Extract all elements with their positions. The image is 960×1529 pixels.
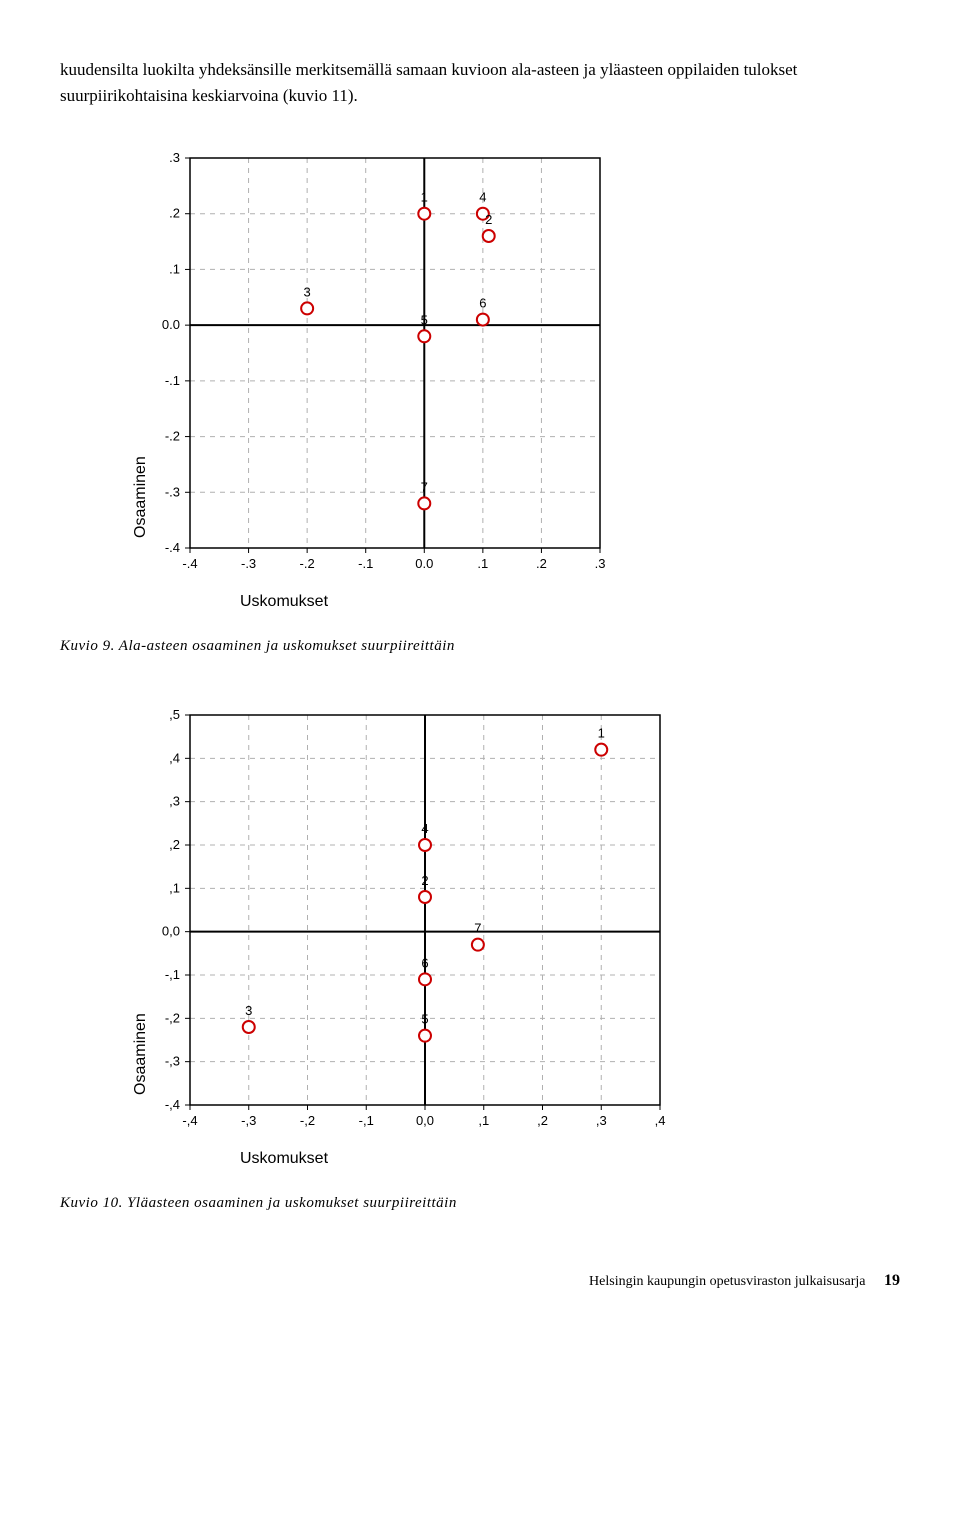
- svg-text:7: 7: [474, 921, 481, 936]
- intro-paragraph: kuudensilta luokilta yhdeksänsille merki…: [60, 57, 900, 108]
- svg-text:5: 5: [421, 312, 428, 327]
- svg-text:Uskomukset: Uskomukset: [240, 1150, 329, 1167]
- chart-2-container: -,4 -,3 -,2 -,1 0,0 ,1 ,2 ,3 ,4 -,4 -,3 -,2 -,1 0,0 ,1…: [120, 695, 900, 1180]
- svg-text:4: 4: [421, 821, 428, 836]
- chart-2: -,4 -,3 -,2 -,1 0,0 ,1 ,2 ,3 ,4 -,4 -,3 -,2 -,1 0,0 ,1…: [120, 695, 680, 1175]
- page-number: 19: [884, 1272, 900, 1289]
- svg-text:-.3: -.3: [241, 556, 256, 571]
- svg-text:,1: ,1: [478, 1113, 489, 1128]
- svg-text:-.2: -.2: [165, 429, 180, 444]
- svg-text:,5: ,5: [169, 707, 180, 722]
- svg-text:,4: ,4: [169, 750, 180, 765]
- svg-text:,2: ,2: [537, 1113, 548, 1128]
- svg-text:-,4: -,4: [165, 1097, 180, 1112]
- svg-text:-,4: -,4: [182, 1113, 197, 1128]
- svg-text:-.1: -.1: [165, 373, 180, 388]
- svg-text:Osaaminen: Osaaminen: [132, 1013, 149, 1095]
- svg-text:.2: .2: [169, 206, 180, 221]
- svg-text:1: 1: [421, 190, 428, 205]
- svg-text:,1: ,1: [169, 880, 180, 895]
- chart-1: -.4 -.3 -.2 -.1 0.0 .1 .2 .3 -.4 -.3 -.2 -.1 0.0 .1 .2…: [120, 138, 620, 618]
- svg-text:0.0: 0.0: [162, 317, 180, 332]
- svg-text:-,3: -,3: [165, 1054, 180, 1069]
- svg-text:,3: ,3: [596, 1113, 607, 1128]
- svg-text:.3: .3: [169, 150, 180, 165]
- svg-text:4: 4: [479, 190, 486, 205]
- svg-text:,4: ,4: [655, 1113, 666, 1128]
- svg-text:-,1: -,1: [359, 1113, 374, 1128]
- svg-text:-,1: -,1: [165, 967, 180, 982]
- svg-text:-,3: -,3: [241, 1113, 256, 1128]
- svg-text:,3: ,3: [169, 794, 180, 809]
- svg-text:0.0: 0.0: [415, 556, 433, 571]
- svg-text:2: 2: [421, 873, 428, 888]
- svg-text:.1: .1: [477, 556, 488, 571]
- svg-text:3: 3: [304, 284, 311, 299]
- svg-text:-.4: -.4: [165, 540, 180, 555]
- svg-text:.3: .3: [595, 556, 606, 571]
- svg-text:Uskomukset: Uskomukset: [240, 593, 329, 610]
- svg-text:.1: .1: [169, 261, 180, 276]
- svg-text:-.1: -.1: [358, 556, 373, 571]
- footer-text: Helsingin kaupungin opetusviraston julka…: [589, 1274, 865, 1289]
- svg-text:Osaaminen: Osaaminen: [132, 456, 149, 538]
- svg-text:1: 1: [598, 726, 605, 741]
- svg-text:,2: ,2: [169, 837, 180, 852]
- svg-text:-,2: -,2: [165, 1010, 180, 1025]
- svg-text:7: 7: [421, 479, 428, 494]
- svg-text:5: 5: [421, 1012, 428, 1027]
- svg-text:-.2: -.2: [300, 556, 315, 571]
- chart-1-caption: Kuvio 9. Ala-asteen osaaminen ja uskomuk…: [60, 638, 900, 655]
- chart-2-caption: Kuvio 10. Yläasteen osaaminen ja uskomuk…: [60, 1195, 900, 1212]
- svg-text:6: 6: [479, 296, 486, 311]
- svg-text:6: 6: [421, 955, 428, 970]
- svg-text:3: 3: [245, 1003, 252, 1018]
- svg-text:.2: .2: [536, 556, 547, 571]
- svg-text:-.3: -.3: [165, 484, 180, 499]
- page-footer: Helsingin kaupungin opetusviraston julka…: [60, 1272, 900, 1290]
- svg-text:-.4: -.4: [182, 556, 197, 571]
- svg-text:-,2: -,2: [300, 1113, 315, 1128]
- svg-text:0,0: 0,0: [416, 1113, 434, 1128]
- svg-text:2: 2: [485, 212, 492, 227]
- svg-text:0,0: 0,0: [162, 924, 180, 939]
- chart-1-container: -.4 -.3 -.2 -.1 0.0 .1 .2 .3 -.4 -.3 -.2 -.1 0.0 .1 .2…: [120, 138, 900, 623]
